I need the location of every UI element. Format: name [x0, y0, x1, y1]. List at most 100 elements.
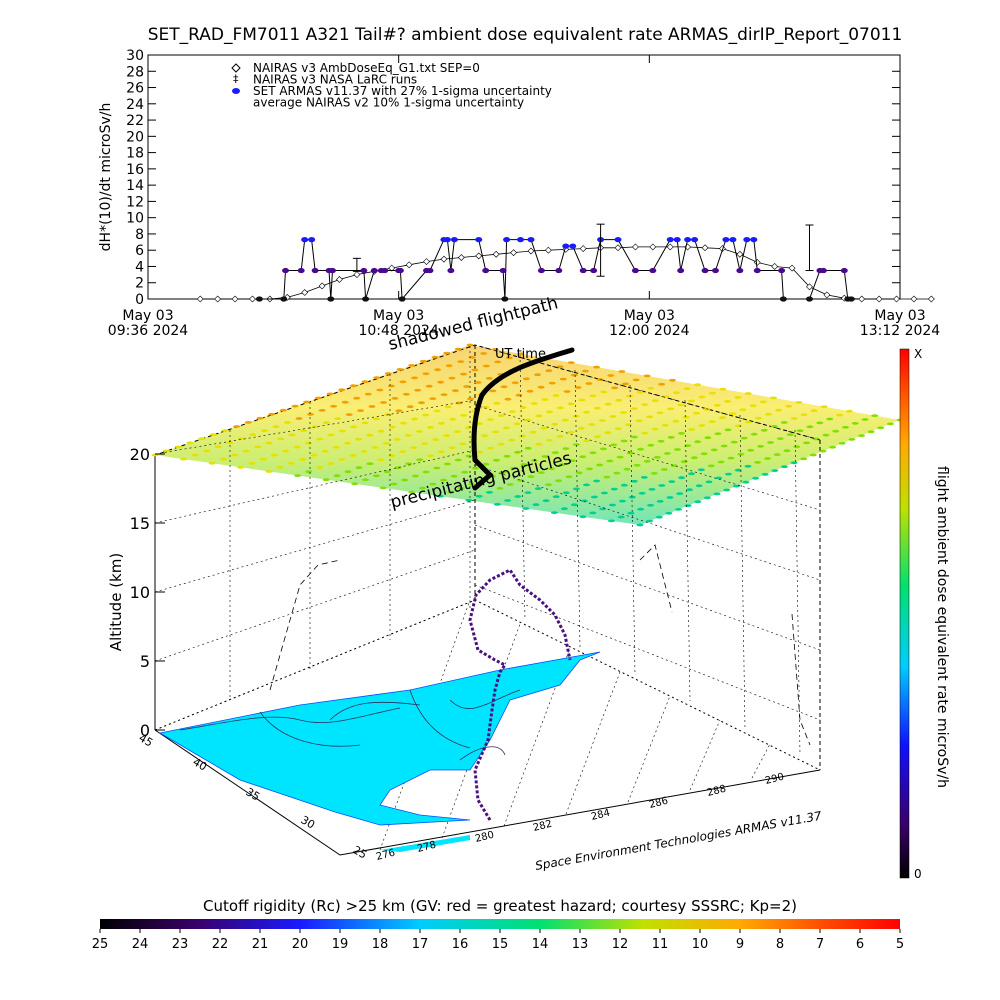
particle-dash	[265, 441, 273, 445]
y-tick-label: 28	[126, 64, 144, 80]
particle-dash	[404, 434, 412, 437]
particle-dash	[499, 471, 507, 474]
legend-dot-symbol	[232, 88, 240, 94]
particle-dash	[534, 487, 542, 490]
particle-dash	[545, 369, 553, 373]
particle-dash	[294, 474, 302, 477]
series-point-armas	[722, 237, 730, 243]
particle-dash	[448, 376, 456, 380]
shadow-track-wall	[269, 559, 341, 691]
particle-dash	[656, 500, 664, 503]
series-point-armas	[729, 237, 737, 243]
particle-dash	[514, 495, 522, 498]
particle-dash	[537, 385, 545, 389]
particle-dash	[548, 467, 556, 471]
cutoff-rigidity-tick-label: 11	[652, 937, 669, 952]
cutoff-rigidity-tick-label: 7	[816, 937, 824, 952]
cutoff-rigidity-tick-label: 15	[492, 937, 509, 952]
particle-dash	[626, 451, 634, 455]
series-point-armas	[750, 237, 758, 243]
particle-dash	[552, 495, 560, 499]
series-point-nairas	[249, 295, 256, 303]
particle-dash	[524, 446, 532, 450]
particle-dash	[214, 445, 222, 449]
particle-dash	[502, 426, 510, 430]
particle-dash	[688, 399, 695, 403]
particle-dash	[282, 449, 290, 453]
particle-dash	[651, 399, 659, 402]
particle-dash	[775, 408, 783, 412]
particle-dash	[703, 407, 711, 411]
particle-dash	[570, 503, 578, 507]
particle-dash	[593, 365, 600, 369]
particle-dash	[796, 429, 804, 433]
particle-dash	[732, 484, 740, 488]
particle-dash	[585, 467, 593, 471]
particle-dash	[749, 404, 757, 408]
particle-dash	[676, 492, 684, 495]
series-point-nairas	[196, 295, 204, 303]
particle-dash	[350, 425, 358, 429]
particle-dash	[663, 452, 671, 455]
particle-dash	[303, 400, 311, 404]
particle-dash	[637, 507, 645, 511]
series-point-armas	[840, 267, 848, 274]
particle-dash	[552, 394, 560, 397]
particle-dash	[620, 411, 627, 414]
particle-dash	[739, 408, 747, 412]
x-tick-time: 12:00 2024	[609, 323, 690, 339]
particle-dash	[708, 420, 716, 423]
particle-dash	[556, 406, 564, 410]
y-tick-label: 4	[135, 259, 144, 275]
y-tick-label: 10	[126, 211, 144, 227]
particle-dash	[377, 429, 385, 433]
particle-dash	[174, 445, 182, 449]
particle-dash	[730, 440, 738, 444]
particle-dash	[388, 454, 396, 458]
particle-dash	[343, 441, 351, 445]
particle-dash	[357, 409, 365, 412]
particle-dash	[341, 400, 349, 404]
particle-dash	[871, 414, 879, 417]
particle-dash	[603, 475, 611, 479]
series-point-armas	[475, 237, 483, 243]
particle-dash	[579, 455, 587, 459]
particle-dash	[713, 492, 721, 496]
particle-dash	[411, 417, 419, 421]
particle-dash	[793, 445, 801, 449]
particle-dash	[719, 387, 727, 391]
particle-dash	[517, 352, 525, 356]
particle-dash	[449, 417, 457, 421]
particle-dash	[318, 409, 326, 412]
series-point-nairas	[527, 247, 535, 255]
dose-colorbar-max: X	[914, 347, 922, 361]
series-point-armas	[501, 296, 509, 302]
latitude-axis: 25 30 35 40 45	[137, 731, 370, 861]
particle-dash	[611, 386, 619, 390]
particle-dash	[448, 446, 456, 450]
y-tick-label: 22	[126, 113, 144, 129]
particle-dash	[353, 396, 361, 400]
particle-dash	[593, 435, 601, 439]
z-tick-label: 10	[130, 583, 150, 602]
particle-dash	[388, 425, 396, 429]
particle-dash	[244, 421, 252, 424]
particle-dash	[583, 439, 591, 443]
grid-line-vertical-right	[739, 414, 746, 729]
grid-line-side	[474, 584, 821, 721]
particle-dash	[829, 445, 837, 449]
cutoff-rigidity-tick-label: 17	[412, 937, 429, 952]
particle-dash	[816, 421, 824, 425]
particle-dash	[422, 470, 430, 474]
particle-dash	[322, 478, 330, 482]
particle-dash	[457, 360, 465, 363]
particle-dash	[585, 382, 593, 385]
series-point-nairas	[544, 246, 552, 254]
particle-dash	[709, 391, 716, 395]
particle-dash	[271, 453, 278, 457]
particle-dash	[759, 400, 767, 404]
legend-entry: average NAIRAS v2 10% 1-sigma uncertaint…	[253, 96, 524, 110]
particle-dash	[754, 416, 762, 420]
particle-dash	[686, 488, 693, 492]
particle-dash	[842, 425, 849, 429]
